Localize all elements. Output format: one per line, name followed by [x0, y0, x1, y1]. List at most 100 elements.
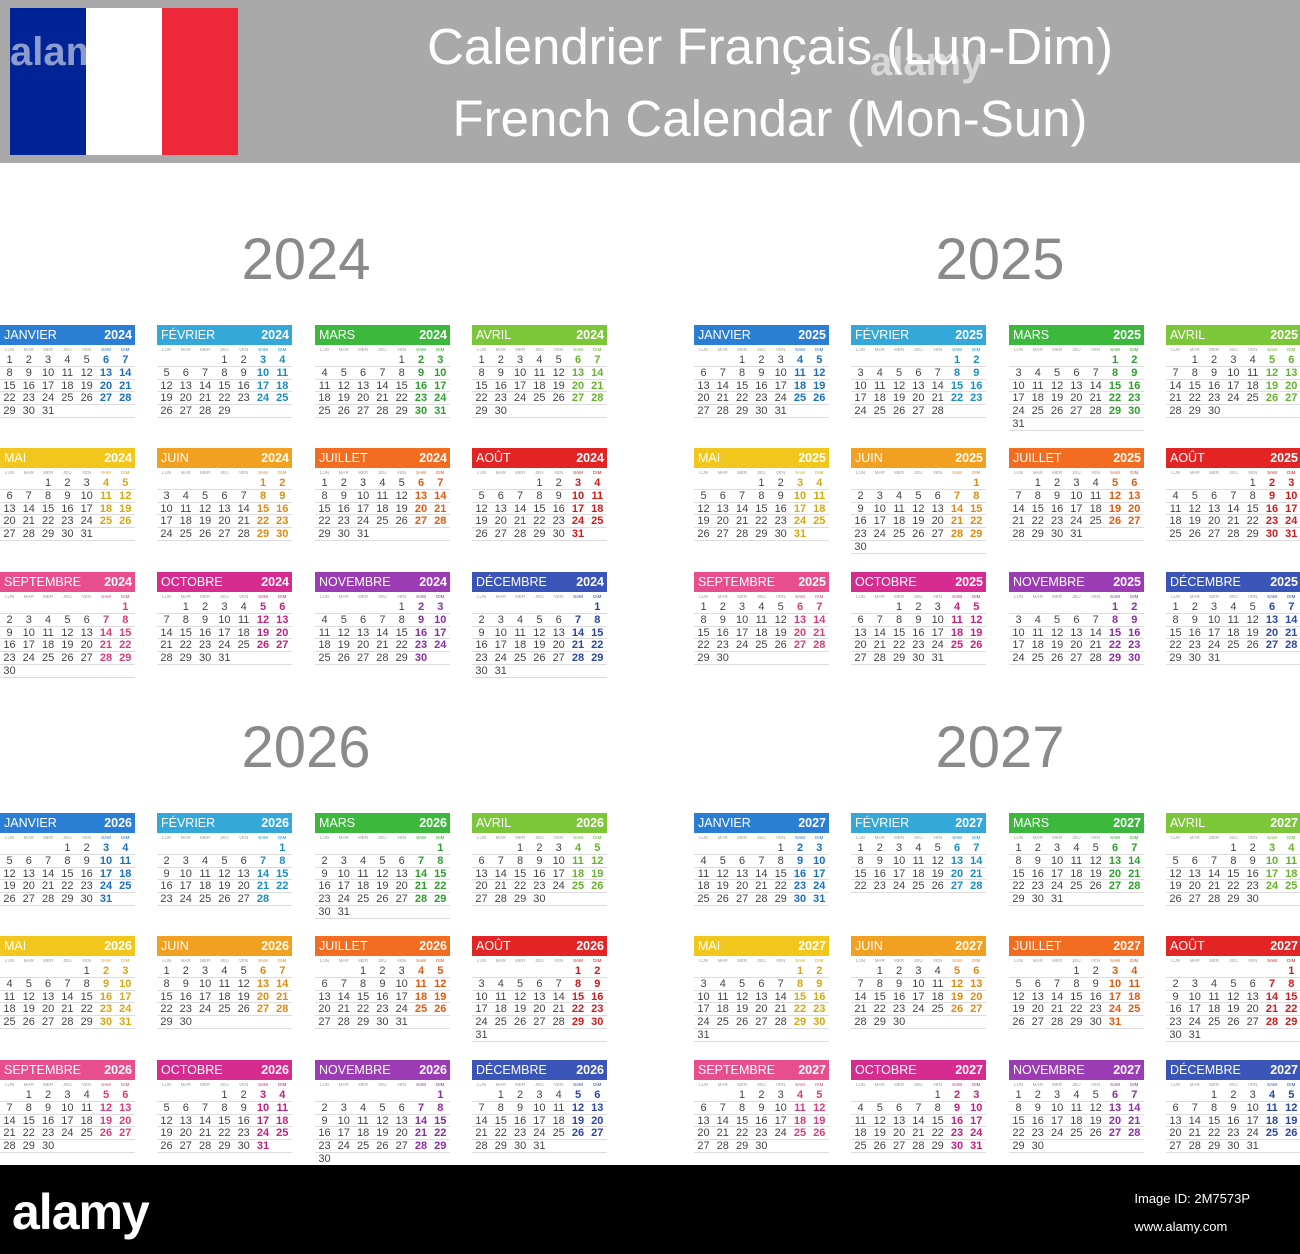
day-grid: 1 2 3 4 5 6 7 8 9 10 11 12 13 14 15 16 17 18 19 20 21 22 23 24 2…	[472, 965, 607, 1043]
day-grid: 1 2 3 4 5 6 7 8 9 10 11 12 13 14 15 16 17 18 19 20 21 22 23 24 2…	[851, 477, 986, 555]
weekday-label: MAR	[180, 1082, 191, 1087]
week-divider	[694, 540, 829, 541]
day-cell: 7	[934, 366, 941, 379]
day-cell: 14	[376, 379, 389, 392]
week-divider	[157, 488, 292, 490]
day-cell: 25	[276, 1127, 289, 1140]
day-cell: 13	[22, 867, 35, 880]
weekday-label: VEN	[82, 835, 92, 840]
day-cell: 2	[1034, 1089, 1041, 1101]
weekday-label: VEN	[397, 1082, 407, 1087]
day-cell: 25	[61, 392, 74, 405]
day-cell: 17	[571, 502, 585, 515]
day-cell: 22	[1188, 392, 1201, 405]
weekday-label: DIM	[815, 958, 824, 963]
day-cell: 9	[1211, 366, 1218, 379]
week-divider	[157, 378, 292, 380]
day-cell: 23	[1265, 515, 1279, 528]
day-grid: 1 2 3 4 5 6 7 8 9 10 11 12 13 14 15 16 17 18 19 20 21 22 23 24 2…	[851, 1089, 986, 1167]
day-cell: 22	[1285, 1003, 1298, 1016]
day-cell: 1	[1288, 965, 1295, 977]
day-cell: 3	[25, 613, 32, 626]
day-cell: 28	[591, 392, 604, 405]
day-cell: 7	[379, 366, 386, 379]
week-divider	[472, 1152, 607, 1153]
day-cell: 6	[700, 1101, 707, 1114]
day-cell: 4	[417, 965, 425, 977]
weekday-label: MAR	[1032, 347, 1043, 352]
day-cell: 30	[337, 528, 350, 541]
day-cell: 2	[478, 613, 485, 626]
day-cell: 11	[119, 854, 132, 867]
day-cell: 18	[99, 502, 113, 515]
weekday-label: LUN	[855, 347, 865, 352]
month-novembre: NOVEMBRE 2027 LUN MAR MER JEU VEN SAM DIM 1 2 3 4 5 6 7…	[1009, 1060, 1144, 1172]
day-cell: 29	[80, 1016, 93, 1029]
day-cell: 4	[202, 854, 209, 867]
day-cell: 14	[198, 379, 212, 392]
day-cell: 19	[22, 1003, 35, 1016]
week-divider	[1009, 514, 1144, 516]
day-cell: 4	[122, 842, 129, 854]
weekday-label: DIM	[1130, 958, 1139, 963]
day-cell: 10	[774, 1101, 787, 1114]
month-year: 2027	[955, 1063, 983, 1077]
weekday-label: DIM	[972, 594, 981, 599]
weekday-label: JEU	[914, 1082, 923, 1087]
week-divider	[0, 625, 135, 627]
day-cell: 21	[1128, 1114, 1141, 1127]
year-title: 2026	[241, 715, 371, 780]
weekday-label: DIM	[436, 347, 445, 352]
day-cell: 7	[876, 613, 883, 626]
day-cell: 11	[276, 1101, 289, 1114]
week-divider	[0, 391, 135, 393]
day-cell: 26	[1169, 893, 1182, 906]
day-cell: 1	[1191, 354, 1198, 366]
weekday-label: MER	[200, 347, 211, 352]
weekday-label: VEN	[239, 1082, 249, 1087]
weekday-label: MER	[43, 347, 54, 352]
weekday-label: MAR	[874, 958, 885, 963]
week-divider	[851, 638, 986, 640]
month-juillet: JUILLET 2027 LUN MAR MER JEU VEN SAM DIM 1 2 3 4 5 6 7 8…	[1009, 936, 1144, 1048]
day-cell: 3	[517, 354, 524, 366]
day-cell: 9	[796, 854, 804, 867]
weekday-label: MER	[358, 347, 369, 352]
weekday-label: DIM	[593, 594, 602, 599]
week-divider	[157, 1152, 292, 1153]
month-header: MAI 2027	[694, 936, 829, 956]
month-name: JUIN	[161, 451, 189, 465]
week-divider	[694, 1126, 829, 1128]
day-cell: 15	[1012, 867, 1025, 880]
weekday-label: DIM	[1130, 835, 1139, 840]
day-cell: 14	[970, 854, 983, 867]
day-cell: 2	[915, 601, 922, 613]
month-name: JANVIER	[698, 328, 751, 342]
day-cell: 21	[1188, 1127, 1201, 1140]
week-divider	[851, 391, 986, 393]
day-cell: 23	[1031, 880, 1044, 893]
weekday-label: MER	[894, 835, 905, 840]
week-divider	[1009, 612, 1144, 614]
day-cell: 23	[552, 515, 565, 528]
day-cell: 26	[237, 1003, 250, 1016]
day-cell: 23	[513, 1127, 527, 1140]
day-cell: 30	[950, 1140, 964, 1153]
day-cell: 8	[321, 489, 328, 502]
day-cell: 26	[160, 405, 173, 418]
day-cell: 11	[951, 613, 963, 626]
day-cell: 31	[1108, 1016, 1122, 1029]
weekday-label: JEU	[1072, 470, 1081, 475]
day-cell: 7	[777, 977, 784, 990]
day-cell: 17	[1012, 639, 1025, 652]
day-cell: 14	[414, 1114, 428, 1127]
day-cell: 30	[1050, 528, 1064, 541]
day-cell: 25	[813, 515, 826, 528]
weekday-label: JEU	[757, 835, 766, 840]
weekday-label: LUN	[319, 347, 329, 352]
day-cell: 4	[719, 977, 726, 990]
week-divider	[1009, 429, 1144, 431]
day-cell: 16	[533, 867, 546, 880]
month-name: SEPTEMBRE	[698, 575, 776, 589]
month-name: NOVEMBRE	[319, 1063, 391, 1077]
